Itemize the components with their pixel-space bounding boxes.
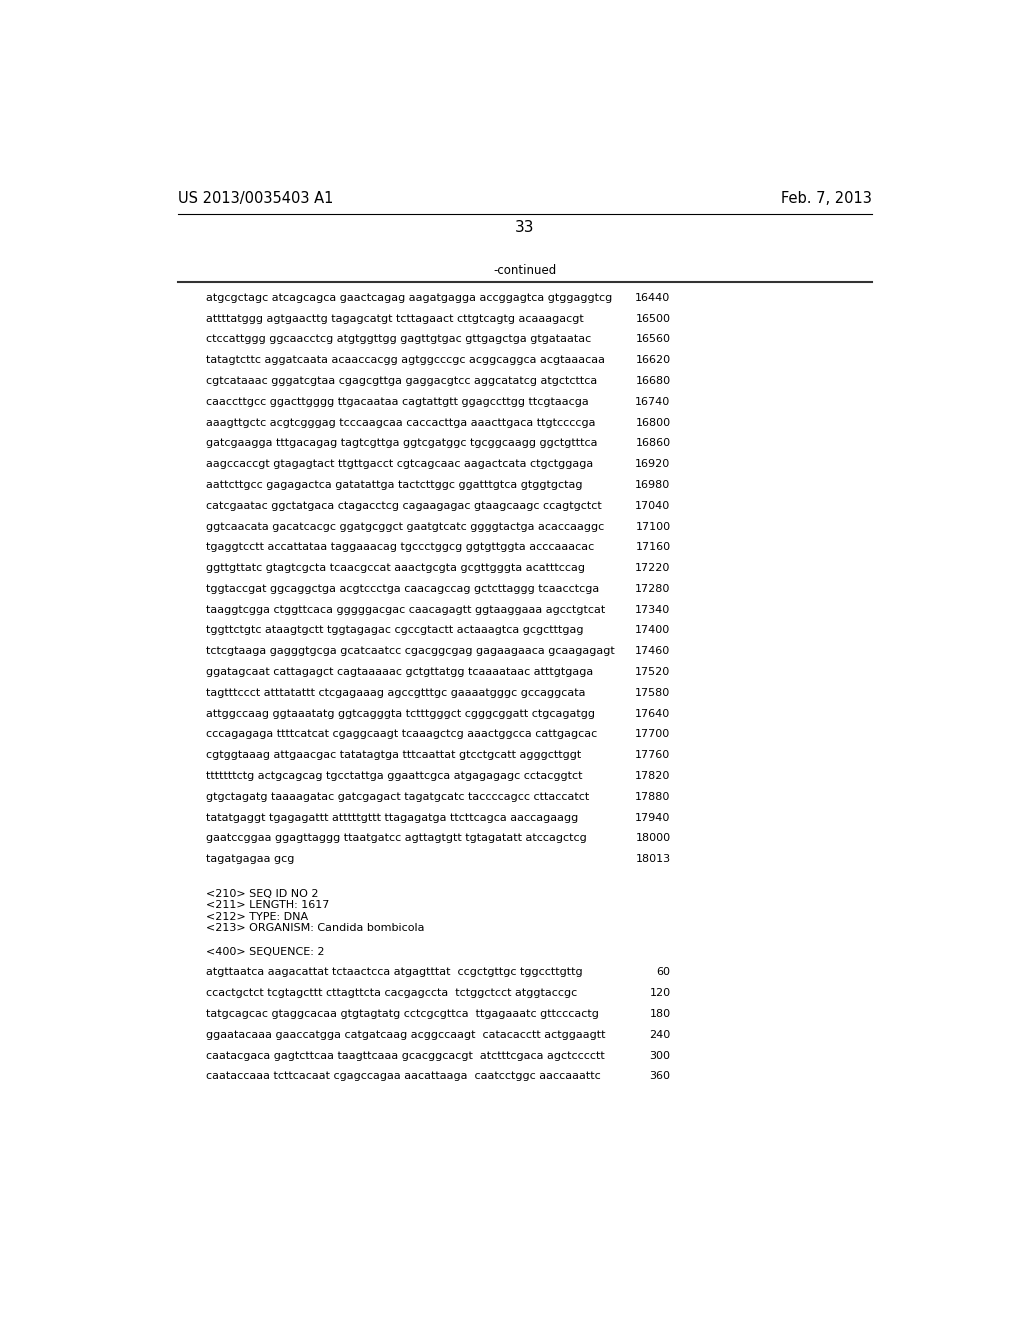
Text: 18000: 18000 <box>635 833 671 843</box>
Text: 17100: 17100 <box>635 521 671 532</box>
Text: 16920: 16920 <box>635 459 671 469</box>
Text: 17160: 17160 <box>635 543 671 552</box>
Text: ggtcaacata gacatcacgc ggatgcggct gaatgtcatc ggggtactga acaccaaggc: ggtcaacata gacatcacgc ggatgcggct gaatgtc… <box>206 521 604 532</box>
Text: 16680: 16680 <box>635 376 671 385</box>
Text: gaatccggaa ggagttaggg ttaatgatcc agttagtgtt tgtagatatt atccagctcg: gaatccggaa ggagttaggg ttaatgatcc agttagt… <box>206 833 587 843</box>
Text: 17040: 17040 <box>635 500 671 511</box>
Text: attttatggg agtgaacttg tagagcatgt tcttagaact cttgtcagtg acaaagacgt: attttatggg agtgaacttg tagagcatgt tcttaga… <box>206 314 584 323</box>
Text: 16440: 16440 <box>635 293 671 302</box>
Text: 17760: 17760 <box>635 750 671 760</box>
Text: -continued: -continued <box>494 264 556 277</box>
Text: cgtggtaaag attgaacgac tatatagtga tttcaattat gtcctgcatt agggcttggt: cgtggtaaag attgaacgac tatatagtga tttcaat… <box>206 750 581 760</box>
Text: tggtaccgat ggcaggctga acgtccctga caacagccag gctcttaggg tcaacctcga: tggtaccgat ggcaggctga acgtccctga caacagc… <box>206 583 599 594</box>
Text: tatagtcttc aggatcaata acaaccacgg agtggcccgc acggcaggca acgtaaacaa: tatagtcttc aggatcaata acaaccacgg agtggcc… <box>206 355 604 366</box>
Text: 17280: 17280 <box>635 583 671 594</box>
Text: ccactgctct tcgtagcttt cttagttcta cacgagccta  tctggctcct atggtaccgc: ccactgctct tcgtagcttt cttagttcta cacgagc… <box>206 989 577 998</box>
Text: caataccaaa tcttcacaat cgagccagaa aacattaaga  caatcctggc aaccaaattc: caataccaaa tcttcacaat cgagccagaa aacatta… <box>206 1072 600 1081</box>
Text: catcgaatac ggctatgaca ctagacctcg cagaagagac gtaagcaagc ccagtgctct: catcgaatac ggctatgaca ctagacctcg cagaaga… <box>206 500 601 511</box>
Text: ggaatacaaa gaaccatgga catgatcaag acggccaagt  catacacctt actggaagtt: ggaatacaaa gaaccatgga catgatcaag acggcca… <box>206 1030 605 1040</box>
Text: cccagagaga ttttcatcat cgaggcaagt tcaaagctcg aaactggcca cattgagcac: cccagagaga ttttcatcat cgaggcaagt tcaaagc… <box>206 730 597 739</box>
Text: 17700: 17700 <box>635 730 671 739</box>
Text: 17400: 17400 <box>635 626 671 635</box>
Text: gatcgaagga tttgacagag tagtcgttga ggtcgatggc tgcggcaagg ggctgtttca: gatcgaagga tttgacagag tagtcgttga ggtcgat… <box>206 438 597 449</box>
Text: aagccaccgt gtagagtact ttgttgacct cgtcagcaac aagactcata ctgctggaga: aagccaccgt gtagagtact ttgttgacct cgtcagc… <box>206 459 593 469</box>
Text: tgaggtcctt accattataa taggaaacag tgccctggcg ggtgttggta acccaaacac: tgaggtcctt accattataa taggaaacag tgccctg… <box>206 543 594 552</box>
Text: 17940: 17940 <box>635 813 671 822</box>
Text: Feb. 7, 2013: Feb. 7, 2013 <box>781 191 872 206</box>
Text: tagatgagaa gcg: tagatgagaa gcg <box>206 854 294 865</box>
Text: US 2013/0035403 A1: US 2013/0035403 A1 <box>178 191 334 206</box>
Text: attggccaag ggtaaatatg ggtcagggta tctttgggct cgggcggatt ctgcagatgg: attggccaag ggtaaatatg ggtcagggta tctttgg… <box>206 709 595 718</box>
Text: 16560: 16560 <box>636 334 671 345</box>
Text: atgcgctagc atcagcagca gaactcagag aagatgagga accggagtca gtggaggtcg: atgcgctagc atcagcagca gaactcagag aagatga… <box>206 293 611 302</box>
Text: <210> SEQ ID NO 2: <210> SEQ ID NO 2 <box>206 888 318 899</box>
Text: tatatgaggt tgagagattt atttttgttt ttagagatga ttcttcagca aaccagaagg: tatatgaggt tgagagattt atttttgttt ttagaga… <box>206 813 578 822</box>
Text: 17520: 17520 <box>635 667 671 677</box>
Text: taaggtcgga ctggttcaca gggggacgac caacagagtt ggtaaggaaa agcctgtcat: taaggtcgga ctggttcaca gggggacgac caacaga… <box>206 605 605 615</box>
Text: 120: 120 <box>649 989 671 998</box>
Text: 17820: 17820 <box>635 771 671 781</box>
Text: 300: 300 <box>649 1051 671 1060</box>
Text: gtgctagatg taaaagatac gatcgagact tagatgcatc taccccagcc cttaccatct: gtgctagatg taaaagatac gatcgagact tagatgc… <box>206 792 589 801</box>
Text: 60: 60 <box>656 968 671 977</box>
Text: tggttctgtc ataagtgctt tggtagagac cgccgtactt actaaagtca gcgctttgag: tggttctgtc ataagtgctt tggtagagac cgccgta… <box>206 626 583 635</box>
Text: <211> LENGTH: 1617: <211> LENGTH: 1617 <box>206 900 329 911</box>
Text: tatgcagcac gtaggcacaa gtgtagtatg cctcgcgttca  ttgagaaatc gttcccactg: tatgcagcac gtaggcacaa gtgtagtatg cctcgcg… <box>206 1008 598 1019</box>
Text: cgtcataaac gggatcgtaa cgagcgttga gaggacgtcc aggcatatcg atgctcttca: cgtcataaac gggatcgtaa cgagcgttga gaggacg… <box>206 376 597 385</box>
Text: 16500: 16500 <box>636 314 671 323</box>
Text: ctccattggg ggcaacctcg atgtggttgg gagttgtgac gttgagctga gtgataatac: ctccattggg ggcaacctcg atgtggttgg gagttgt… <box>206 334 591 345</box>
Text: aaagttgctc acgtcgggag tcccaagcaa caccacttga aaacttgaca ttgtccccga: aaagttgctc acgtcgggag tcccaagcaa caccact… <box>206 417 595 428</box>
Text: tagtttccct atttatattt ctcgagaaag agccgtttgc gaaaatgggc gccaggcata: tagtttccct atttatattt ctcgagaaag agccgtt… <box>206 688 585 698</box>
Text: 16980: 16980 <box>635 480 671 490</box>
Text: 16800: 16800 <box>635 417 671 428</box>
Text: 180: 180 <box>649 1008 671 1019</box>
Text: ggatagcaat cattagagct cagtaaaaac gctgttatgg tcaaaataac atttgtgaga: ggatagcaat cattagagct cagtaaaaac gctgtta… <box>206 667 593 677</box>
Text: <212> TYPE: DNA: <212> TYPE: DNA <box>206 912 307 921</box>
Text: caaccttgcc ggacttgggg ttgacaataa cagtattgtt ggagccttgg ttcgtaacga: caaccttgcc ggacttgggg ttgacaataa cagtatt… <box>206 397 588 407</box>
Text: tttttttctg actgcagcag tgcctattga ggaattcgca atgagagagc cctacggtct: tttttttctg actgcagcag tgcctattga ggaattc… <box>206 771 582 781</box>
Text: 17640: 17640 <box>635 709 671 718</box>
Text: 17340: 17340 <box>635 605 671 615</box>
Text: 16620: 16620 <box>635 355 671 366</box>
Text: 18013: 18013 <box>635 854 671 865</box>
Text: <400> SEQUENCE: 2: <400> SEQUENCE: 2 <box>206 946 324 957</box>
Text: tctcgtaaga gagggtgcga gcatcaatcc cgacggcgag gagaagaaca gcaagagagt: tctcgtaaga gagggtgcga gcatcaatcc cgacggc… <box>206 647 614 656</box>
Text: 17460: 17460 <box>635 647 671 656</box>
Text: 17580: 17580 <box>635 688 671 698</box>
Text: 17880: 17880 <box>635 792 671 801</box>
Text: atgttaatca aagacattat tctaactcca atgagtttat  ccgctgttgc tggccttgttg: atgttaatca aagacattat tctaactcca atgagtt… <box>206 968 582 977</box>
Text: ggttgttatc gtagtcgcta tcaacgccat aaactgcgta gcgttgggta acatttccag: ggttgttatc gtagtcgcta tcaacgccat aaactgc… <box>206 564 585 573</box>
Text: 16740: 16740 <box>635 397 671 407</box>
Text: 17220: 17220 <box>635 564 671 573</box>
Text: aattcttgcc gagagactca gatatattga tactcttggc ggatttgtca gtggtgctag: aattcttgcc gagagactca gatatattga tactctt… <box>206 480 582 490</box>
Text: 33: 33 <box>515 219 535 235</box>
Text: 360: 360 <box>649 1072 671 1081</box>
Text: <213> ORGANISM: Candida bombicola: <213> ORGANISM: Candida bombicola <box>206 924 424 933</box>
Text: caatacgaca gagtcttcaa taagttcaaa gcacggcacgt  atctttcgaca agctcccctt: caatacgaca gagtcttcaa taagttcaaa gcacggc… <box>206 1051 604 1060</box>
Text: 16860: 16860 <box>635 438 671 449</box>
Text: 240: 240 <box>649 1030 671 1040</box>
